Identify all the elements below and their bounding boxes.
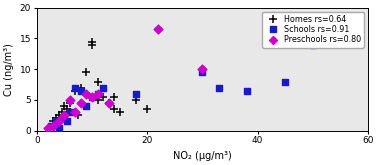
Schools rs=0.91 xyxy=(56,126,62,129)
Homes rs=0.64 xyxy=(64,108,70,111)
Homes rs=0.64 xyxy=(78,86,84,89)
Preschools rs=0.80 xyxy=(84,93,90,95)
Schools rs=0.91 xyxy=(64,120,70,123)
Schools rs=0.91 xyxy=(200,71,206,74)
Schools rs=0.91 xyxy=(89,96,95,98)
Schools rs=0.91 xyxy=(133,93,139,95)
Homes rs=0.64 xyxy=(56,114,62,117)
Homes rs=0.64 xyxy=(50,120,56,123)
Homes rs=0.64 xyxy=(133,99,139,101)
Preschools rs=0.80 xyxy=(61,114,67,117)
Schools rs=0.91 xyxy=(310,43,316,46)
Schools rs=0.91 xyxy=(67,111,73,114)
Preschools rs=0.80 xyxy=(89,96,95,98)
Homes rs=0.64 xyxy=(94,80,101,83)
Preschools rs=0.80 xyxy=(94,93,101,95)
Homes rs=0.64 xyxy=(89,43,95,46)
Preschools rs=0.80 xyxy=(50,124,56,127)
Schools rs=0.91 xyxy=(73,86,79,89)
Schools rs=0.91 xyxy=(61,117,67,120)
Preschools rs=0.80 xyxy=(200,68,206,70)
Homes rs=0.64 xyxy=(75,114,81,117)
X-axis label: NO₂ (μg/m³): NO₂ (μg/m³) xyxy=(173,151,232,161)
Homes rs=0.64 xyxy=(100,96,106,98)
Preschools rs=0.80 xyxy=(45,127,51,130)
Schools rs=0.91 xyxy=(243,89,249,92)
Homes rs=0.64 xyxy=(89,40,95,43)
Homes rs=0.64 xyxy=(67,102,73,104)
Preschools rs=0.80 xyxy=(73,111,79,114)
Preschools rs=0.80 xyxy=(155,28,161,31)
Homes rs=0.64 xyxy=(61,105,67,107)
Homes rs=0.64 xyxy=(73,89,79,92)
Homes rs=0.64 xyxy=(94,99,101,101)
Schools rs=0.91 xyxy=(216,86,222,89)
Schools rs=0.91 xyxy=(94,93,101,95)
Schools rs=0.91 xyxy=(282,80,288,83)
Homes rs=0.64 xyxy=(53,117,59,120)
Homes rs=0.64 xyxy=(59,111,65,114)
Preschools rs=0.80 xyxy=(67,99,73,101)
Legend: Homes rs=0.64, Schools rs=0.91, Preschools rs=0.80: Homes rs=0.64, Schools rs=0.91, Preschoo… xyxy=(262,12,364,48)
Schools rs=0.91 xyxy=(84,105,90,107)
Schools rs=0.91 xyxy=(48,124,54,127)
Homes rs=0.64 xyxy=(144,108,150,111)
Schools rs=0.91 xyxy=(53,120,59,123)
Homes rs=0.64 xyxy=(116,111,122,114)
Schools rs=0.91 xyxy=(78,89,84,92)
Homes rs=0.64 xyxy=(67,111,73,114)
Preschools rs=0.80 xyxy=(56,120,62,123)
Homes rs=0.64 xyxy=(111,96,117,98)
Y-axis label: Cu (ng/m³): Cu (ng/m³) xyxy=(4,43,14,96)
Homes rs=0.64 xyxy=(45,128,51,130)
Homes rs=0.64 xyxy=(105,102,112,104)
Schools rs=0.91 xyxy=(100,86,106,89)
Preschools rs=0.80 xyxy=(105,102,112,104)
Homes rs=0.64 xyxy=(111,108,117,111)
Homes rs=0.64 xyxy=(84,71,90,74)
Preschools rs=0.80 xyxy=(78,102,84,104)
